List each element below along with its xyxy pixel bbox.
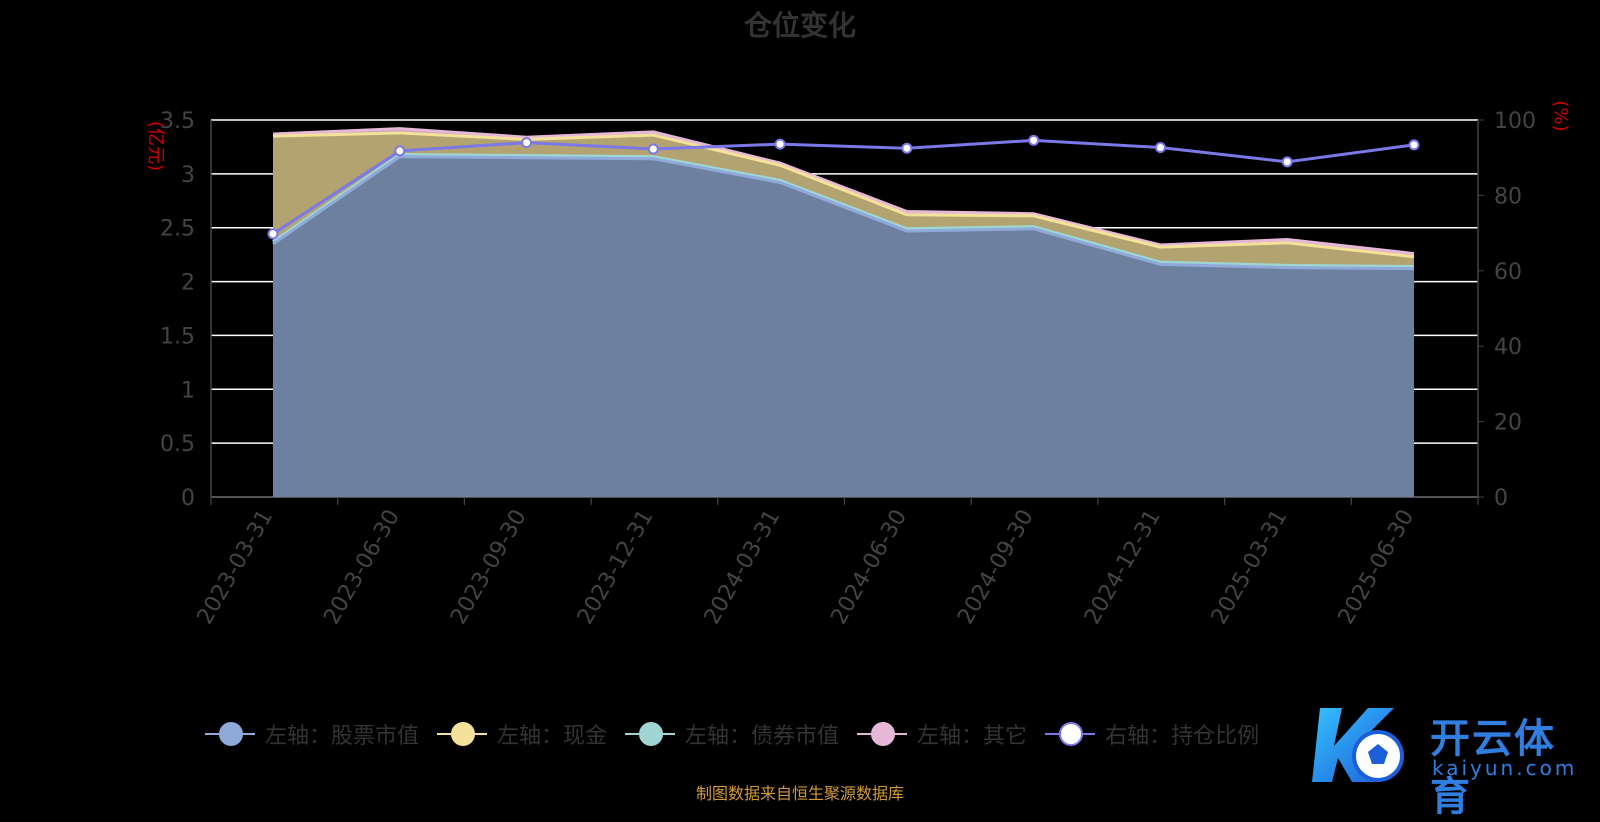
left-tick-label: 1 xyxy=(181,378,195,403)
x-tick-label: 2023-03-31 xyxy=(193,506,279,629)
holding-ratio-point xyxy=(1028,134,1040,146)
legend-item[interactable]: 右轴：持仓比例 xyxy=(1045,718,1259,750)
kaiyun-logo-icon xyxy=(1312,708,1404,782)
left-tick-label: 0 xyxy=(181,486,195,511)
x-tick-label: 2024-03-31 xyxy=(700,506,786,629)
holding-ratio-point xyxy=(267,228,279,240)
position-change-chart: 0 0.5 1 1.5 2 2.5 3 3.5 0 20 40 60 80 100 (亿元) (%) 2023-… xyxy=(145,100,1571,629)
legend-label: 左轴：其它 xyxy=(917,724,1028,749)
legend-swatch-icon xyxy=(205,722,255,746)
x-tick-label: 2023-09-30 xyxy=(446,506,532,629)
x-tick-label: 2024-09-30 xyxy=(953,506,1039,629)
chart-legend: 左轴：股票市值 左轴：现金 左轴：债券市值 左轴：其它 右轴：持仓比例 xyxy=(205,718,1259,750)
legend-swatch-icon xyxy=(625,722,676,746)
left-tick-label: 3 xyxy=(181,163,195,188)
holding-ratio-line xyxy=(272,138,1415,236)
right-axis-title: (%) xyxy=(1550,100,1571,131)
holding-ratio-point xyxy=(774,138,786,150)
legend-swatch-icon xyxy=(437,722,488,746)
right-tick-label: 100 xyxy=(1494,109,1536,134)
right-tick-label: 80 xyxy=(1494,184,1522,209)
series-line-3 xyxy=(272,127,1415,256)
holding-ratio-point xyxy=(901,142,913,154)
x-tick-label: 2025-03-31 xyxy=(1207,506,1293,629)
legend-item[interactable]: 左轴：债券市值 xyxy=(625,718,839,750)
right-tick-label: 40 xyxy=(1494,335,1522,360)
right-tick-label: 20 xyxy=(1494,411,1522,436)
series-line-2 xyxy=(272,131,1415,259)
left-tick-label: 0.5 xyxy=(160,432,195,457)
x-tick-label: 2023-06-30 xyxy=(319,506,405,629)
holding-ratio-point xyxy=(394,145,406,157)
legend-label: 左轴：现金 xyxy=(497,724,608,749)
series-line-0 xyxy=(272,155,1415,271)
x-tick-label: 2024-12-31 xyxy=(1080,506,1166,629)
holding-ratio-point xyxy=(1408,139,1420,151)
legend-item[interactable]: 左轴：其它 xyxy=(857,718,1027,750)
watermark-url: kaiyun.com xyxy=(1432,756,1578,780)
left-tick-label: 3.5 xyxy=(160,109,195,134)
area-0 xyxy=(273,156,1414,497)
left-tick-label: 2 xyxy=(181,271,195,296)
legend-item[interactable]: 左轴：股票市值 xyxy=(205,718,419,750)
x-tick-label: 2024-06-30 xyxy=(827,506,913,629)
x-tick-label: 2023-12-31 xyxy=(573,506,659,629)
left-axis-title: (亿元) xyxy=(145,121,166,171)
holding-ratio-point xyxy=(1281,156,1293,168)
holding-ratio-point xyxy=(1154,142,1166,154)
x-tick-label: 2025-06-30 xyxy=(1334,506,1420,629)
holding-ratio-point xyxy=(647,143,659,155)
right-tick-label: 60 xyxy=(1494,260,1522,285)
left-tick-label: 2.5 xyxy=(160,217,195,242)
legend-item[interactable]: 左轴：现金 xyxy=(437,718,607,750)
chart-title: 仓位变化 xyxy=(743,9,856,42)
legend-swatch-icon xyxy=(857,722,908,746)
watermark-logo: 开云体育 kaiyun.com xyxy=(1312,700,1592,820)
holding-ratio-point xyxy=(521,137,533,149)
legend-swatch-icon xyxy=(1045,722,1096,746)
source-note: 制图数据来自恒生聚源数据库 xyxy=(695,784,904,803)
series-line-1 xyxy=(272,152,1415,268)
legend-label: 左轴：债券市值 xyxy=(685,724,840,749)
legend-label: 右轴：持仓比例 xyxy=(1105,724,1260,749)
left-tick-label: 1.5 xyxy=(160,324,195,349)
right-tick-label: 0 xyxy=(1494,486,1508,511)
legend-label: 左轴：股票市值 xyxy=(265,724,420,749)
